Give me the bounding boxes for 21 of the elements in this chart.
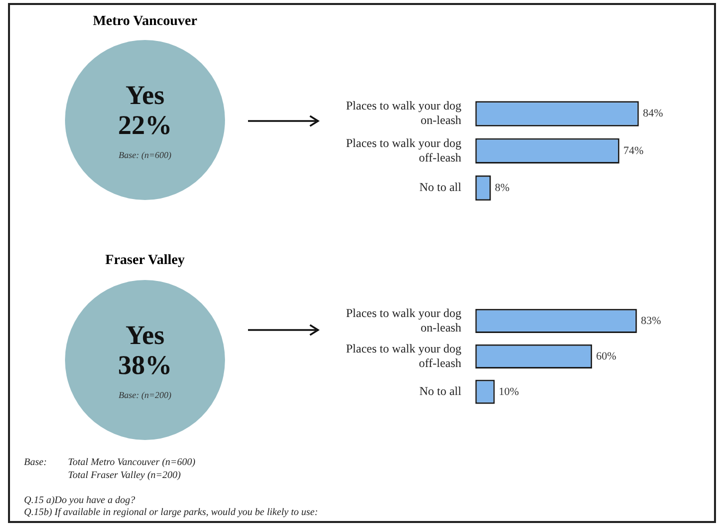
text: Total Metro Vancouver (n=600) bbox=[68, 457, 196, 468]
text: Q.15 a)Do you have a dog? bbox=[24, 495, 136, 506]
text: Q.15b) If available in regional or large parks, would you be likely to use: bbox=[24, 507, 318, 518]
y-tick-label: Places to walk your dog on-leash bbox=[346, 98, 462, 128]
data-label: 10% bbox=[498, 386, 519, 398]
y-tick-label: No to all bbox=[419, 180, 462, 194]
text: Total Fraser Valley (n=200) bbox=[68, 470, 181, 481]
circle-badge: Yes 38% Base: (n=200) bbox=[65, 280, 225, 440]
data-label: 84% bbox=[642, 108, 664, 120]
text: Fraser Valley bbox=[104, 253, 186, 269]
data-label: 60% bbox=[596, 350, 616, 362]
y-tick-label: No to all bbox=[419, 384, 462, 398]
data-label: 83% bbox=[640, 314, 662, 327]
y-tick-label: Places to walk your dog off-leash bbox=[346, 136, 462, 164]
text: Base: bbox=[24, 457, 47, 468]
data-label: 74% bbox=[623, 144, 644, 157]
text: Metro Vancouver bbox=[92, 14, 198, 30]
y-tick-label: Places to walk your dog on-leash bbox=[346, 306, 462, 334]
data-label: 8% bbox=[494, 182, 510, 194]
circle-badge: Yes 22% Base: (n=600) bbox=[65, 40, 225, 200]
y-tick-label: Places to walk your dog off-leash bbox=[346, 341, 462, 370]
